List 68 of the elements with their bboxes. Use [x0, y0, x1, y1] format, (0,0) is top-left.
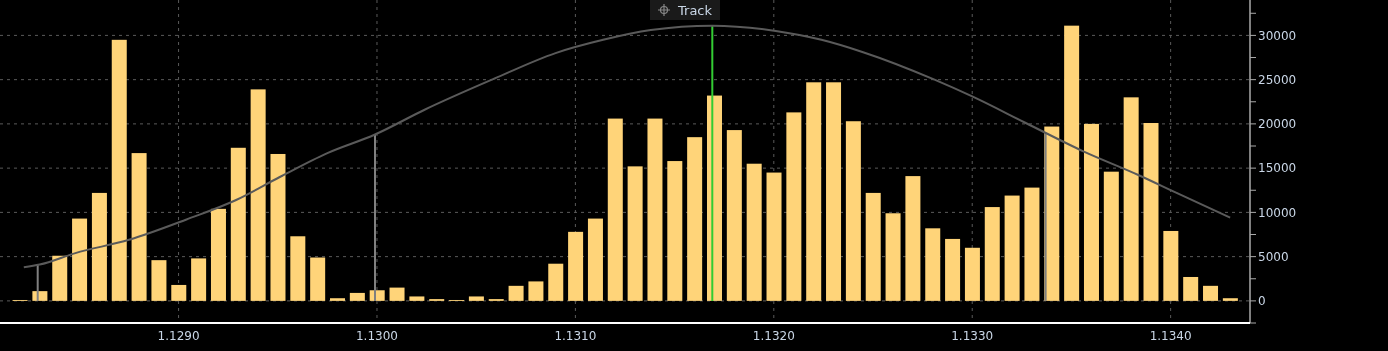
bar: [131, 153, 147, 301]
bar: [52, 255, 68, 301]
bar: [290, 236, 306, 301]
y-tick-label: 30000: [1258, 28, 1297, 43]
bar: [1222, 298, 1238, 301]
bar: [568, 231, 584, 301]
bar: [528, 281, 544, 301]
bar: [1123, 97, 1139, 301]
x-tick-label: 1.1320: [752, 328, 795, 343]
bar: [310, 257, 326, 301]
bar: [508, 285, 524, 301]
bar: [1103, 171, 1119, 301]
y-tick-label: 0: [1258, 294, 1266, 309]
bar: [687, 137, 703, 301]
y-tick-label: 25000: [1258, 72, 1297, 87]
bar: [270, 153, 286, 301]
bar: [330, 298, 346, 301]
bar: [885, 213, 901, 301]
bar: [1083, 123, 1099, 301]
bar: [945, 238, 961, 301]
bar: [210, 208, 226, 301]
bar: [826, 82, 842, 301]
y-tick-label: 10000: [1258, 205, 1297, 220]
y-tick-label: 20000: [1258, 117, 1297, 132]
bar: [1143, 123, 1159, 301]
bar: [111, 39, 127, 301]
bar: [548, 263, 564, 301]
x-tick-label: 1.1330: [951, 328, 994, 343]
bar: [409, 296, 425, 301]
bar: [647, 118, 663, 301]
bar: [230, 147, 246, 301]
x-tick-label: 1.1300: [355, 328, 398, 343]
bar: [91, 192, 107, 301]
bar: [191, 258, 207, 301]
bar: [349, 292, 365, 301]
bar: [1163, 230, 1179, 301]
bar: [1064, 25, 1080, 301]
bar: [667, 161, 683, 301]
bar: [627, 166, 643, 301]
bar: [786, 112, 802, 301]
bar: [865, 192, 881, 301]
x-tick-label: 1.1290: [157, 328, 200, 343]
bar: [1024, 187, 1040, 301]
bar: [1183, 276, 1199, 301]
bar: [389, 287, 405, 301]
bar: [925, 228, 941, 301]
bar: [250, 89, 266, 301]
annotation: Track: [678, 2, 713, 18]
bar: [607, 118, 623, 301]
bar: [984, 207, 1000, 301]
bar: [72, 218, 88, 301]
bar: [587, 218, 603, 301]
x-tick-label: 1.1310: [554, 328, 597, 343]
y-tick-label: 15000: [1258, 161, 1297, 176]
bar: [1004, 195, 1020, 301]
y-tick-label: 5000: [1258, 249, 1289, 264]
bar: [151, 260, 167, 301]
bar: [845, 121, 861, 301]
bar: [726, 130, 742, 301]
x-tick-label: 1.1340: [1149, 328, 1192, 343]
bar: [468, 296, 484, 301]
bar: [171, 284, 187, 301]
bar: [964, 247, 980, 301]
bar: [1203, 285, 1219, 301]
bar: [766, 172, 782, 301]
bar: [746, 163, 762, 301]
bar: [806, 82, 822, 301]
bar: [905, 176, 921, 301]
